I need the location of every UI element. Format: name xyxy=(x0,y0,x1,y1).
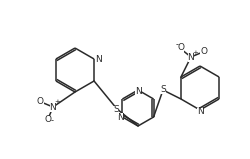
Text: -: - xyxy=(176,41,178,49)
Text: N: N xyxy=(188,52,194,62)
Text: +: + xyxy=(192,50,198,56)
Text: N: N xyxy=(50,103,56,111)
Text: N: N xyxy=(95,55,102,63)
Text: N: N xyxy=(196,107,203,117)
Text: O: O xyxy=(36,97,44,107)
Text: -: - xyxy=(50,117,53,125)
Text: S: S xyxy=(160,84,166,93)
Text: N: N xyxy=(134,86,141,96)
Text: S: S xyxy=(113,106,119,114)
Text: +: + xyxy=(54,99,60,105)
Text: N: N xyxy=(117,113,123,121)
Text: O: O xyxy=(44,115,52,124)
Text: O: O xyxy=(200,48,207,56)
Text: O: O xyxy=(178,44,184,52)
